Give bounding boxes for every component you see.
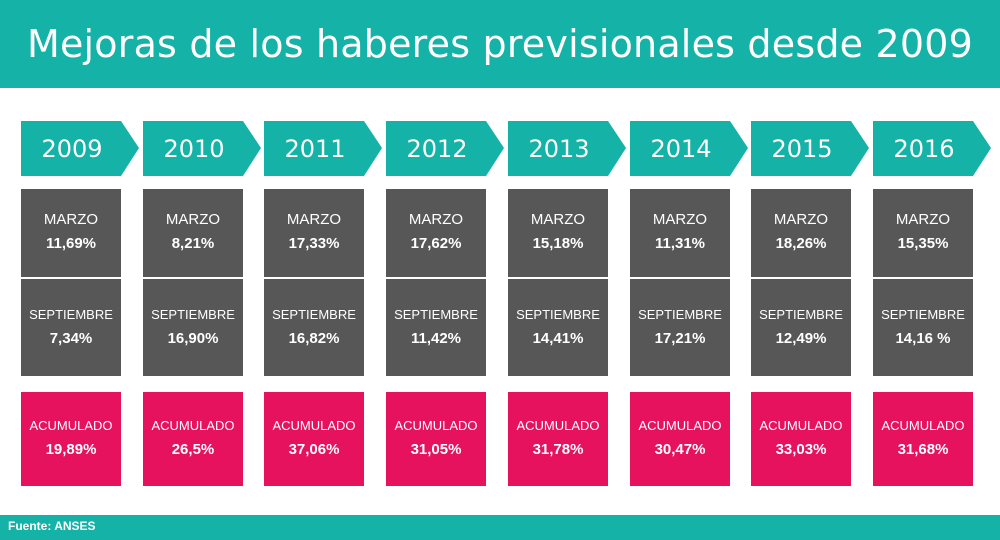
septiembre-value: 14,16 %	[895, 329, 951, 347]
marzo-value: 11,31%	[654, 235, 706, 252]
marzo-value: 15,35%	[897, 235, 949, 252]
septiembre-label: SEPTIEMBRE	[151, 306, 235, 322]
marzo-value: 15,18%	[532, 235, 584, 252]
septiembre-cell: SEPTIEMBRE 16,90%	[143, 279, 243, 376]
marzo-label: MARZO	[165, 211, 221, 228]
septiembre-label: SEPTIEMBRE	[881, 306, 965, 322]
marzo-cell: MARZO 11,31%	[630, 189, 730, 277]
footer-bar: Fuente: ANSES	[0, 515, 1000, 540]
acumulado-cell: ACUMULADO 31,78%	[508, 392, 608, 486]
marzo-value: 17,33%	[288, 235, 340, 252]
acumulado-cell: ACUMULADO 19,89%	[21, 392, 121, 486]
septiembre-cell: SEPTIEMBRE 17,21%	[630, 279, 730, 376]
acumulado-value: 30,47%	[654, 441, 706, 458]
year-label: 2014	[650, 134, 712, 163]
marzo-label: MARZO	[895, 211, 951, 228]
septiembre-value: 16,90%	[167, 329, 219, 347]
septiembre-value: 17,21%	[654, 329, 706, 347]
acumulado-cell: ACUMULADO 26,5%	[143, 392, 243, 486]
marzo-cell: MARZO 17,33%	[264, 189, 364, 277]
septiembre-label: SEPTIEMBRE	[29, 306, 113, 322]
marzo-value: 11,69%	[45, 235, 97, 252]
year-arrow: 2013	[508, 121, 626, 176]
acumulado-value: 33,03%	[775, 441, 827, 458]
acumulado-label: ACUMULADO	[759, 418, 843, 433]
year-label: 2010	[163, 134, 225, 163]
year-label: 2012	[406, 134, 468, 163]
acumulado-value: 26,5%	[171, 441, 215, 458]
marzo-cell: MARZO 11,69%	[21, 189, 121, 277]
septiembre-value: 11,42%	[410, 329, 462, 347]
septiembre-label: SEPTIEMBRE	[759, 306, 843, 322]
year-arrow: 2010	[143, 121, 261, 176]
septiembre-label: SEPTIEMBRE	[638, 306, 722, 322]
acumulado-label: ACUMULADO	[394, 418, 478, 433]
marzo-value: 18,26%	[775, 235, 827, 252]
acumulado-cell: ACUMULADO 31,68%	[873, 392, 973, 486]
year-arrow: 2014	[630, 121, 748, 176]
acumulado-label: ACUMULADO	[638, 418, 722, 433]
septiembre-value: 14,41%	[532, 329, 584, 347]
acumulado-label: ACUMULADO	[881, 418, 965, 433]
septiembre-cell: SEPTIEMBRE 12,49%	[751, 279, 851, 376]
year-label: 2015	[771, 134, 833, 163]
acumulado-label: ACUMULADO	[272, 418, 356, 433]
acumulado-label: ACUMULADO	[29, 418, 113, 433]
acumulado-cell: ACUMULADO 30,47%	[630, 392, 730, 486]
page-title: Mejoras de los haberes previsionales des…	[26, 22, 974, 66]
year-arrow: 2011	[264, 121, 382, 176]
acumulado-cell: ACUMULADO 37,06%	[264, 392, 364, 486]
septiembre-label: SEPTIEMBRE	[272, 306, 356, 322]
septiembre-cell: SEPTIEMBRE 14,41%	[508, 279, 608, 376]
acumulado-label: ACUMULADO	[151, 418, 235, 433]
acumulado-value: 31,78%	[532, 441, 584, 458]
source-label: Fuente: ANSES	[8, 519, 96, 533]
marzo-cell: MARZO 17,62%	[386, 189, 486, 277]
septiembre-value: 12,49%	[775, 329, 827, 347]
septiembre-label: SEPTIEMBRE	[516, 306, 600, 322]
acumulado-label: ACUMULADO	[516, 418, 600, 433]
year-label: 2009	[41, 134, 103, 163]
marzo-cell: MARZO 15,35%	[873, 189, 973, 277]
marzo-label: MARZO	[43, 211, 99, 228]
septiembre-label: SEPTIEMBRE	[394, 306, 478, 322]
year-arrow: 2012	[386, 121, 504, 176]
acumulado-value: 31,05%	[410, 441, 462, 458]
septiembre-cell: SEPTIEMBRE 16,82%	[264, 279, 364, 376]
marzo-label: MARZO	[530, 211, 586, 228]
acumulado-value: 31,68%	[897, 441, 949, 458]
acumulado-cell: ACUMULADO 31,05%	[386, 392, 486, 486]
marzo-label: MARZO	[408, 211, 464, 228]
marzo-label: MARZO	[652, 211, 708, 228]
marzo-cell: MARZO 15,18%	[508, 189, 608, 277]
septiembre-value: 7,34%	[49, 329, 93, 347]
marzo-value: 8,21%	[171, 235, 215, 252]
acumulado-value: 19,89%	[45, 441, 97, 458]
acumulado-value: 37,06%	[288, 441, 340, 458]
septiembre-value: 16,82%	[288, 329, 340, 347]
septiembre-cell: SEPTIEMBRE 11,42%	[386, 279, 486, 376]
year-arrow: 2016	[873, 121, 991, 176]
title-banner: Mejoras de los haberes previsionales des…	[0, 0, 1000, 88]
marzo-label: MARZO	[773, 211, 829, 228]
marzo-cell: MARZO 18,26%	[751, 189, 851, 277]
year-arrow: 2009	[21, 121, 139, 176]
year-arrow: 2015	[751, 121, 869, 176]
acumulado-cell: ACUMULADO 33,03%	[751, 392, 851, 486]
year-label: 2013	[528, 134, 590, 163]
year-label: 2016	[893, 134, 955, 163]
marzo-value: 17,62%	[410, 235, 462, 252]
septiembre-cell: SEPTIEMBRE 14,16 %	[873, 279, 973, 376]
year-label: 2011	[284, 134, 346, 163]
marzo-label: MARZO	[286, 211, 342, 228]
septiembre-cell: SEPTIEMBRE 7,34%	[21, 279, 121, 376]
marzo-cell: MARZO 8,21%	[143, 189, 243, 277]
